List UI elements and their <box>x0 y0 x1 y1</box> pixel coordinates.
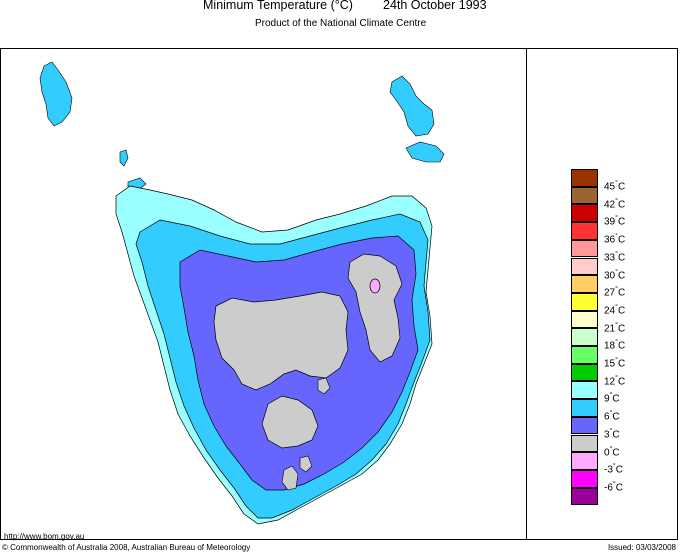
legend-swatch <box>571 416 598 435</box>
legend-label: 30°C <box>604 268 626 281</box>
legend-swatch <box>571 452 598 470</box>
legend-swatch <box>571 381 598 400</box>
legend-label: 33°C <box>604 250 626 264</box>
hunter-island <box>119 149 129 167</box>
band-0-northeast <box>347 253 403 363</box>
legend-label: 24°C <box>604 303 626 317</box>
legend-label: 36°C <box>604 233 626 246</box>
legend-swatch <box>571 186 598 205</box>
legend-label: 18°C <box>604 339 626 352</box>
legend-label: 21°C <box>604 321 626 334</box>
legend-label: 42°C <box>604 197 626 211</box>
legend-swatch <box>571 257 598 276</box>
legend-label: 0°C <box>604 445 620 458</box>
band-0-patch <box>299 455 313 473</box>
map-title-text: Minimum Temperature (°C) <box>203 0 353 12</box>
legend-swatch <box>571 346 598 364</box>
legend-swatch <box>571 222 598 240</box>
legend-label: 6°C <box>604 410 620 423</box>
legend-swatch <box>571 469 598 488</box>
legend-swatch <box>571 487 598 506</box>
legend-label: 45°C <box>604 180 626 193</box>
legend-swatch <box>571 292 598 311</box>
footer-copyright: © Commonwealth of Australia 2008, Austra… <box>2 543 251 552</box>
legend-swatch <box>571 328 598 346</box>
legend-swatch <box>571 275 598 293</box>
legend-swatch <box>571 310 598 329</box>
legend-swatch <box>571 204 598 223</box>
legend-label: 27°C <box>604 286 626 299</box>
map-subtitle: Product of the National Climate Centre <box>255 18 427 29</box>
band-neg3-patch <box>369 278 381 294</box>
legend-swatch <box>571 169 598 187</box>
legend-label: -3°C <box>604 463 623 476</box>
band-0-south <box>261 395 319 449</box>
band-0-patch <box>281 465 299 491</box>
legend-swatch <box>571 399 598 417</box>
footer-issued: Issued: 03/03/2008 <box>607 543 676 552</box>
footer-url: http://www.bom.gov.au <box>4 532 85 541</box>
legend-label: 3°C <box>604 427 620 441</box>
legend-label: 39°C <box>604 215 626 228</box>
legend-swatch <box>571 239 598 258</box>
cape-barren-island <box>405 141 445 163</box>
legend-swatch <box>571 434 598 453</box>
map-date: 24th October 1993 <box>383 0 487 12</box>
legend-label: 9°C <box>604 392 620 405</box>
legend-label: 15°C <box>604 357 626 370</box>
flinders-island <box>389 75 435 137</box>
map-frame <box>0 48 678 540</box>
king-island <box>39 61 73 127</box>
legend-swatch <box>571 363 598 382</box>
legend-label: -6°C <box>604 480 623 494</box>
tasmania-temperature-map <box>39 61 445 525</box>
legend-divider <box>526 48 527 540</box>
legend-label: 12°C <box>604 374 626 388</box>
band-0-patch <box>317 377 331 395</box>
